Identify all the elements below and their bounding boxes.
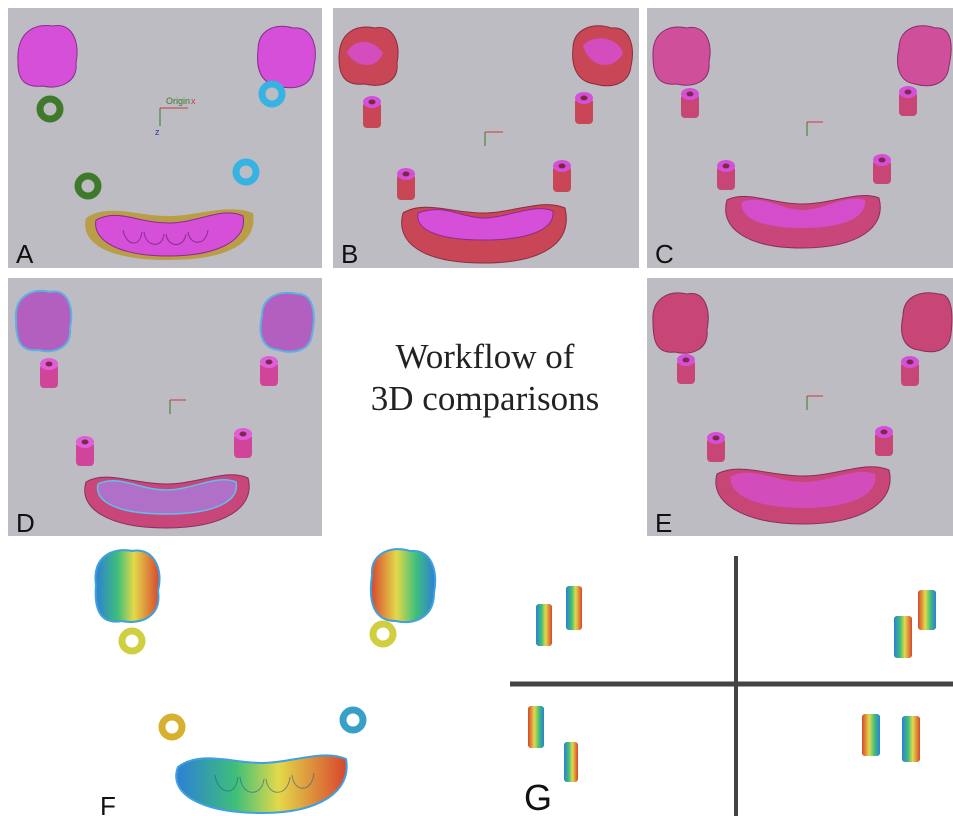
figure-title: Workflow of 3D comparisons — [330, 336, 640, 420]
molar-right — [897, 25, 952, 87]
molar-left — [652, 26, 711, 86]
scanbody-upper-left — [40, 358, 58, 388]
axis-origin-label: Origin — [166, 96, 190, 106]
scanbody-green-upper — [36, 95, 64, 123]
scanbody-lower-left — [76, 436, 94, 466]
panel-d-render — [14, 290, 315, 529]
axis-x-label: x — [191, 96, 196, 106]
scanbody-lower-right — [553, 160, 571, 192]
scanbody-green-lower — [74, 172, 102, 200]
scanbody-upper-right — [901, 356, 919, 386]
scanbody-lower-left-heatmap — [158, 713, 186, 741]
scanbody-upper-right — [260, 356, 278, 386]
scanbody-pair-upper-left — [536, 586, 582, 646]
panel-label-b: B — [341, 239, 359, 268]
title-line-1: Workflow of — [395, 337, 575, 376]
molar-left — [652, 292, 709, 354]
panel-d: D — [8, 278, 322, 536]
axis-gizmo — [169, 399, 186, 414]
scanbody-upper-right-heatmap — [369, 620, 397, 648]
panel-label-g: G — [524, 777, 553, 816]
panel-c-render — [652, 25, 952, 249]
arch-teeth — [122, 229, 209, 245]
panel-b-render — [338, 25, 633, 264]
scanbody-upper-left — [363, 96, 381, 128]
scanbody-lower-right-heatmap — [339, 706, 367, 734]
arch-teeth — [214, 772, 315, 793]
scanbody-lower-left — [717, 160, 735, 190]
scanbody-upper-left — [677, 354, 695, 384]
panel-g: G — [510, 556, 953, 816]
panel-f: F — [0, 545, 480, 816]
axis-gizmo: Origin x z — [155, 96, 196, 137]
scanbody-lower-right — [873, 154, 891, 184]
arch-overlay — [96, 479, 238, 515]
scanbody-upper-right — [575, 92, 593, 124]
panel-a-render: Origin x z — [17, 24, 316, 260]
molar-left — [14, 290, 73, 353]
scanbody-cyan-upper — [258, 80, 286, 108]
panel-c: C — [647, 8, 953, 268]
arch-heatmap — [175, 754, 348, 815]
scanbody-cyan-lower — [232, 158, 260, 186]
scanbody-pair-lower-left — [528, 706, 578, 782]
title-line-2: 3D comparisons — [370, 379, 600, 418]
scanbody-upper-right — [899, 86, 917, 116]
panel-label-d: D — [16, 508, 35, 536]
molar-right — [257, 25, 316, 89]
panel-label-a: A — [16, 239, 34, 268]
panel-a: Origin x z A — [8, 8, 322, 268]
scanbody-upper-left-heatmap — [118, 627, 146, 655]
molar-right — [259, 291, 315, 353]
panel-g-render — [510, 556, 953, 816]
scanbody-lower-right — [875, 426, 893, 456]
panel-label-e: E — [655, 508, 673, 536]
molar-right-heatmap — [369, 548, 437, 624]
molar-right — [901, 292, 953, 353]
panel-e-render — [652, 292, 953, 525]
arch-model — [95, 212, 245, 257]
scanbody-lower-left — [707, 432, 725, 462]
scanbody-pair-upper-right — [894, 590, 936, 658]
scanbody-lower-right — [234, 428, 252, 458]
panel-f-render — [94, 548, 437, 815]
axis-z-label: z — [155, 127, 160, 137]
panel-b: B — [333, 8, 639, 268]
panel-e: E — [647, 278, 953, 536]
axis-gizmo — [484, 131, 503, 146]
scanbody-pair-lower-right — [862, 714, 920, 762]
molar-left-heatmap — [94, 549, 161, 623]
panel-label-f: F — [100, 791, 116, 816]
molar-left — [17, 24, 78, 88]
panel-label-c: C — [655, 239, 674, 268]
scanbody-upper-left — [681, 88, 699, 118]
axis-gizmo — [806, 121, 823, 136]
axis-gizmo — [806, 395, 823, 410]
scanbody-lower-left — [397, 168, 415, 200]
